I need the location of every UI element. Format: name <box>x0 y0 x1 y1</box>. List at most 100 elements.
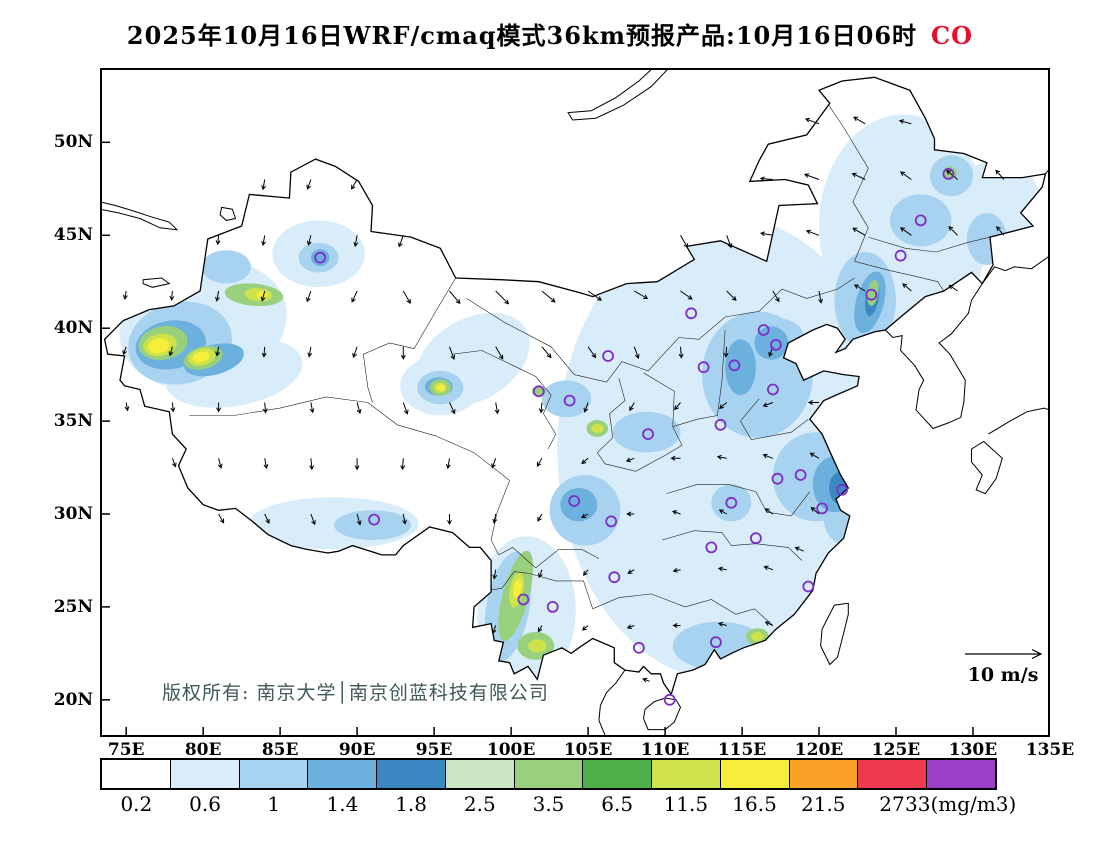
colorbar-tick-label: 1.8 <box>395 792 428 816</box>
station-marker <box>517 593 530 606</box>
wind-arrow <box>537 625 543 633</box>
wind-arrow <box>582 569 589 576</box>
wind-arrow <box>672 623 681 628</box>
wind-arrow <box>215 346 220 357</box>
wind-arrow <box>762 402 774 408</box>
lon-label: 80E <box>184 740 222 760</box>
lat-label: 25N <box>53 596 93 617</box>
wind-field <box>122 116 1005 683</box>
wind-arrow <box>583 402 589 413</box>
lon-label: 110E <box>640 740 690 760</box>
wind-arrow <box>261 346 267 358</box>
wind-arrow <box>717 566 727 572</box>
lon-label: 115E <box>717 740 767 760</box>
wind-arrow <box>492 569 498 580</box>
coastline <box>971 440 1003 495</box>
province-border-line <box>740 398 809 441</box>
wind-arrow <box>263 458 269 470</box>
province-border-line <box>818 90 869 262</box>
province-border-line <box>362 277 456 403</box>
province-border-line <box>477 571 593 609</box>
lon-label: 85E <box>261 740 299 760</box>
wind-arrow <box>719 402 728 409</box>
wind-arrow <box>581 513 589 519</box>
station-marker <box>942 168 955 180</box>
lon-label: 100E <box>486 740 536 760</box>
title-pollutant: CO <box>931 21 974 50</box>
wind-arrow <box>261 179 266 191</box>
wind-arrow <box>449 402 456 415</box>
wind-arrow <box>818 290 823 304</box>
wind-arrow <box>946 169 958 180</box>
wind-arrow <box>898 119 912 125</box>
china-outline <box>103 76 1047 696</box>
colorbar-cell <box>102 760 171 788</box>
concentration-blob <box>725 339 756 396</box>
wind-arrow <box>626 624 635 629</box>
wind-arrow <box>353 235 359 248</box>
wind-arrow <box>581 625 589 631</box>
wind-arrow <box>948 226 958 236</box>
station-marker <box>663 693 676 706</box>
wind-arrow <box>995 169 1005 180</box>
wind-arrow <box>805 229 820 236</box>
lon-label: 90E <box>338 740 376 760</box>
wind-arrow <box>809 452 820 459</box>
wind-arrow <box>445 458 451 470</box>
wind-arrow <box>536 458 543 467</box>
concentration-blob <box>711 484 752 522</box>
wind-arrow <box>447 514 452 526</box>
lat-label: 20N <box>53 689 93 710</box>
colorbar-tick-label: 2.5 <box>463 792 496 816</box>
station-marker <box>633 641 645 654</box>
province-borders <box>189 90 991 626</box>
wind-arrow <box>807 400 819 405</box>
concentration-blob <box>560 488 598 522</box>
station-marker <box>914 214 927 227</box>
wind-arrow <box>494 402 500 415</box>
wind-arrow <box>495 290 510 305</box>
colorbar-cell <box>652 760 721 788</box>
colorbar-tick-label: 0.6 <box>189 792 221 816</box>
island-outline <box>820 602 849 666</box>
wind-arrow <box>538 402 544 414</box>
wind-arrow <box>759 231 773 237</box>
wind-arrow <box>306 290 312 303</box>
wind-arrow <box>215 290 220 302</box>
province-border-line <box>868 236 991 253</box>
wind-arrow <box>587 290 603 301</box>
lat-label: 45N <box>53 225 93 246</box>
wind-arrow <box>351 179 358 190</box>
lat-label: 40N <box>53 318 93 339</box>
copyright-text: 版权所有: 南京大学│南京创蓝科技有限公司 <box>162 682 549 704</box>
wind-arrow <box>356 402 362 415</box>
wind-arrow <box>899 171 912 180</box>
wind-arrow <box>402 402 409 415</box>
wind-arrow <box>306 179 312 190</box>
wind-arrow <box>306 235 312 246</box>
wind-arrow <box>495 346 504 360</box>
colorbar-cell <box>239 760 309 788</box>
station-marker <box>546 601 559 613</box>
wind-arrow <box>759 176 773 182</box>
wind-arrow <box>216 402 222 413</box>
colorbar-cell <box>927 760 995 788</box>
colorbar-tick-label: 1.4 <box>326 792 359 816</box>
concentration-blob <box>201 250 251 284</box>
wind-arrow <box>352 346 358 359</box>
island-outline <box>642 697 682 731</box>
wind-arrow <box>354 458 360 471</box>
wind-arrow <box>215 235 221 246</box>
title-main: 2025年10月16日WRF/cmaq模式36km预报产品:10月16日06时 <box>126 21 918 50</box>
station-marker <box>894 249 907 262</box>
wind-arrow <box>581 457 589 465</box>
coastline <box>567 68 670 121</box>
wind-arrow <box>400 346 406 360</box>
coastline <box>100 201 179 231</box>
lon-label: 125E <box>871 740 921 760</box>
lon-label: 130E <box>948 740 998 760</box>
wind-arrow <box>218 513 225 524</box>
wind-arrow <box>764 621 774 626</box>
station-marker <box>602 350 615 362</box>
wind-arrow <box>402 513 407 525</box>
